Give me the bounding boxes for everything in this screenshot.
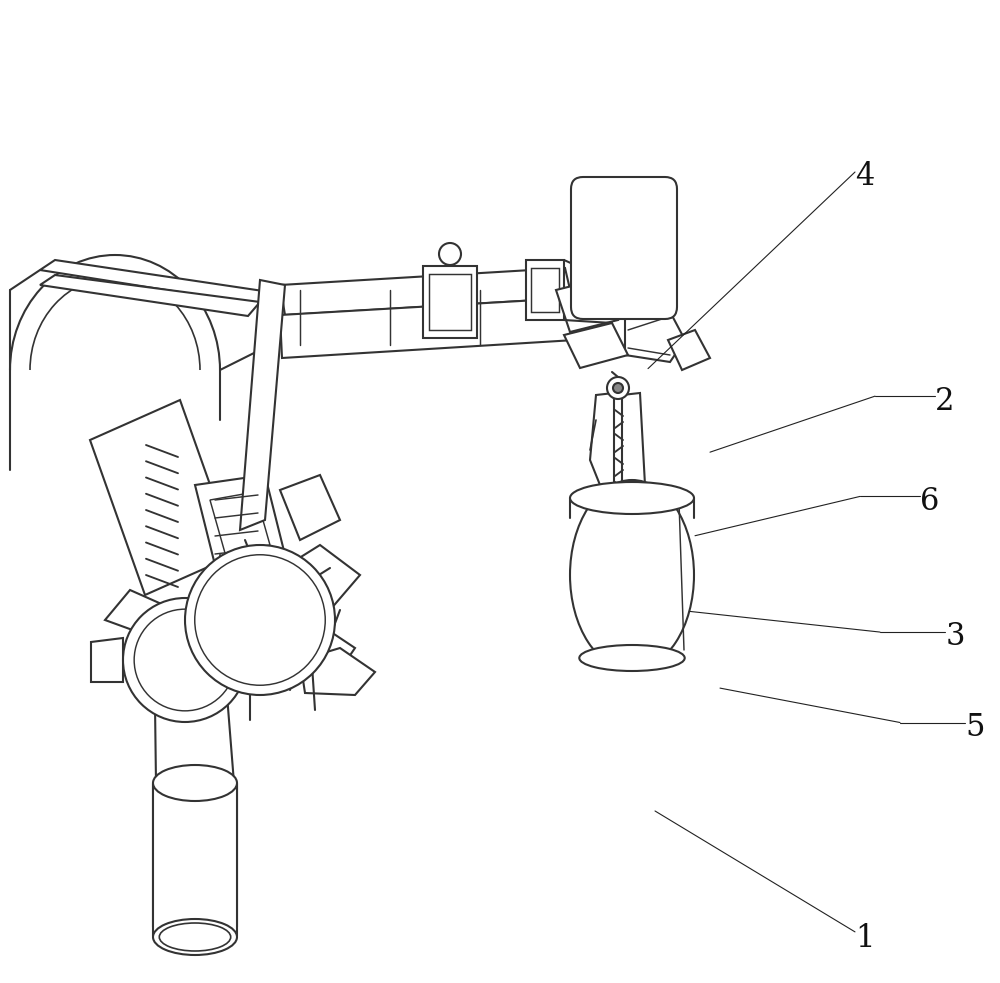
Polygon shape <box>195 475 285 565</box>
Polygon shape <box>105 590 175 640</box>
Circle shape <box>123 598 247 722</box>
Circle shape <box>185 545 335 695</box>
FancyBboxPatch shape <box>571 177 677 319</box>
Polygon shape <box>668 330 710 370</box>
Polygon shape <box>280 475 340 540</box>
Polygon shape <box>40 275 260 316</box>
Polygon shape <box>526 260 564 320</box>
Text: 4: 4 <box>855 161 875 193</box>
Text: 3: 3 <box>945 621 965 653</box>
Polygon shape <box>280 268 572 315</box>
Polygon shape <box>564 323 628 368</box>
Polygon shape <box>240 280 285 530</box>
Ellipse shape <box>153 919 237 955</box>
Polygon shape <box>40 260 290 308</box>
Polygon shape <box>300 648 375 695</box>
Ellipse shape <box>570 482 694 514</box>
Text: 2: 2 <box>935 385 955 417</box>
Polygon shape <box>280 298 575 358</box>
Polygon shape <box>429 274 471 330</box>
Polygon shape <box>622 393 645 490</box>
Polygon shape <box>423 266 477 338</box>
Circle shape <box>607 377 629 399</box>
Text: 5: 5 <box>965 712 985 743</box>
Text: 6: 6 <box>920 486 940 517</box>
Ellipse shape <box>579 645 685 671</box>
Polygon shape <box>91 638 123 682</box>
Ellipse shape <box>153 765 237 801</box>
Ellipse shape <box>570 480 694 670</box>
Polygon shape <box>556 278 618 332</box>
Polygon shape <box>210 492 270 553</box>
Polygon shape <box>90 400 235 595</box>
Polygon shape <box>531 268 559 312</box>
Circle shape <box>439 243 461 265</box>
Polygon shape <box>270 618 355 670</box>
Polygon shape <box>153 785 237 935</box>
Polygon shape <box>242 638 267 682</box>
Circle shape <box>613 383 623 393</box>
Polygon shape <box>230 568 298 620</box>
Polygon shape <box>590 393 614 495</box>
Text: 1: 1 <box>855 923 875 954</box>
Polygon shape <box>280 545 360 610</box>
Polygon shape <box>625 308 685 362</box>
